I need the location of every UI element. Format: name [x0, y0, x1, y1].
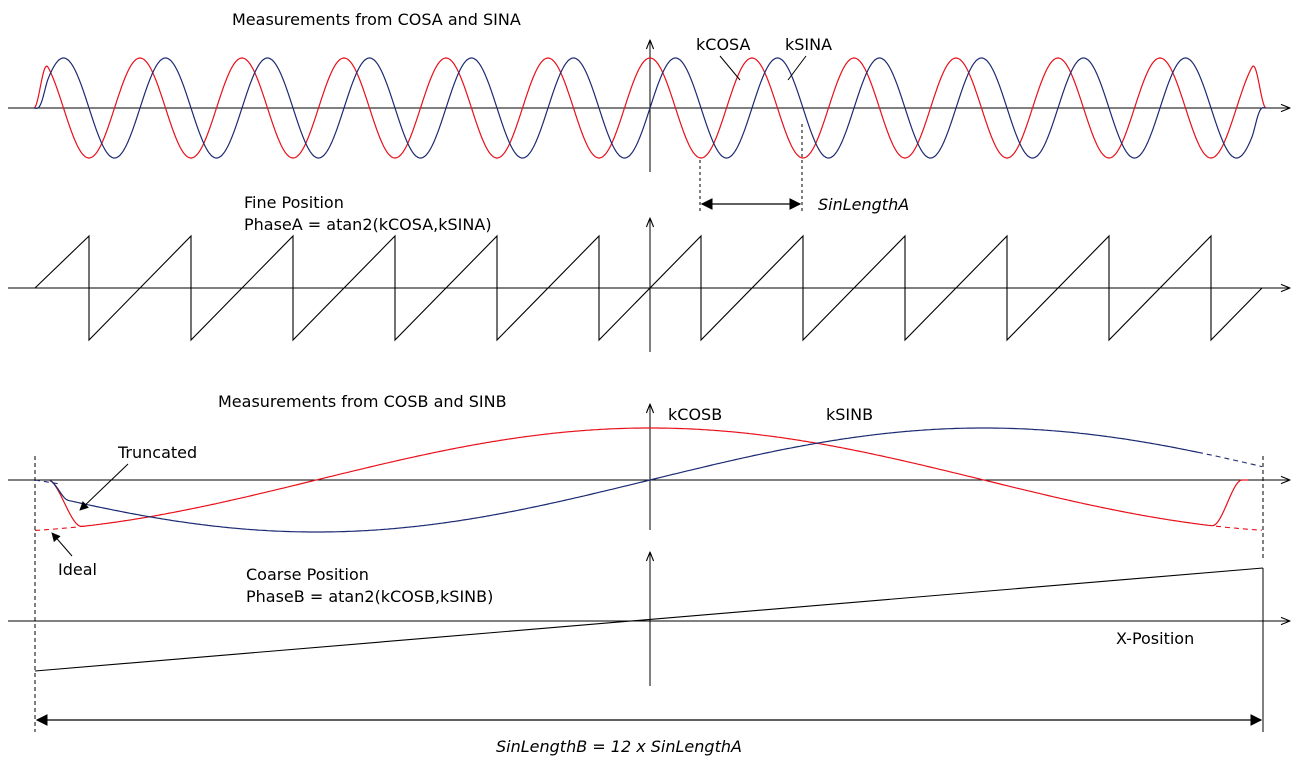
- sinlengthb-label: SinLengthB = 12 x SinLengthA: [496, 737, 742, 756]
- phasea-formula: PhaseA = atan2(kCOSA,kSINA): [244, 215, 492, 234]
- ideal-ksinb-dashed: [34, 451, 1263, 485]
- ksinb-curve: [49, 427, 1199, 533]
- coarse-position-title: Coarse Position: [246, 565, 369, 584]
- ksina-curve: [33, 57, 1267, 159]
- fine-position-title: Fine Position: [244, 193, 344, 212]
- truncated-pointer: [79, 463, 129, 511]
- panel-b: Measurements from COSB and SINB kCOSB kS…: [8, 392, 1290, 732]
- panel-a-title: Measurements from COSA and SINA: [232, 10, 521, 29]
- coarse-position-panel: Coarse Position PhaseB = atan2(kCOSB,kSI…: [8, 552, 1290, 732]
- phasea-sawtooth: [34, 234, 1263, 342]
- ideal-kcosb-dashed: [34, 525, 1263, 531]
- kcosb-label: kCOSB: [668, 405, 722, 424]
- ideal-pointer: [51, 532, 73, 557]
- panel-b-title: Measurements from COSB and SINB: [218, 392, 507, 411]
- sinlengtha-label: SinLengthA: [818, 195, 909, 214]
- ksina-label: kSINA: [785, 35, 832, 54]
- fine-position-panel: Fine Position PhaseA = atan2(kCOSA,kSINA…: [8, 193, 1290, 352]
- kcosa-curve: [33, 57, 1267, 159]
- kcosa-label: kCOSA: [696, 35, 750, 54]
- phaseb-formula: PhaseB = atan2(kCOSB,kSINB): [246, 587, 493, 606]
- ksinb-label: kSINB: [826, 405, 873, 424]
- kcosa-leader-line: [719, 55, 741, 81]
- panel-a: Measurements from COSA and SINA kCOSA kS…: [8, 10, 1290, 214]
- truncated-label: Truncated: [117, 443, 197, 462]
- ksina-leader-line: [787, 55, 807, 81]
- kcosb-curve: [49, 427, 1248, 528]
- ideal-label: Ideal: [58, 560, 97, 579]
- phaseb-ramp: [34, 567, 1264, 672]
- x-position-label: X-Position: [1116, 629, 1194, 648]
- span-dimension: SinLengthB = 12 x SinLengthA: [35, 714, 1263, 756]
